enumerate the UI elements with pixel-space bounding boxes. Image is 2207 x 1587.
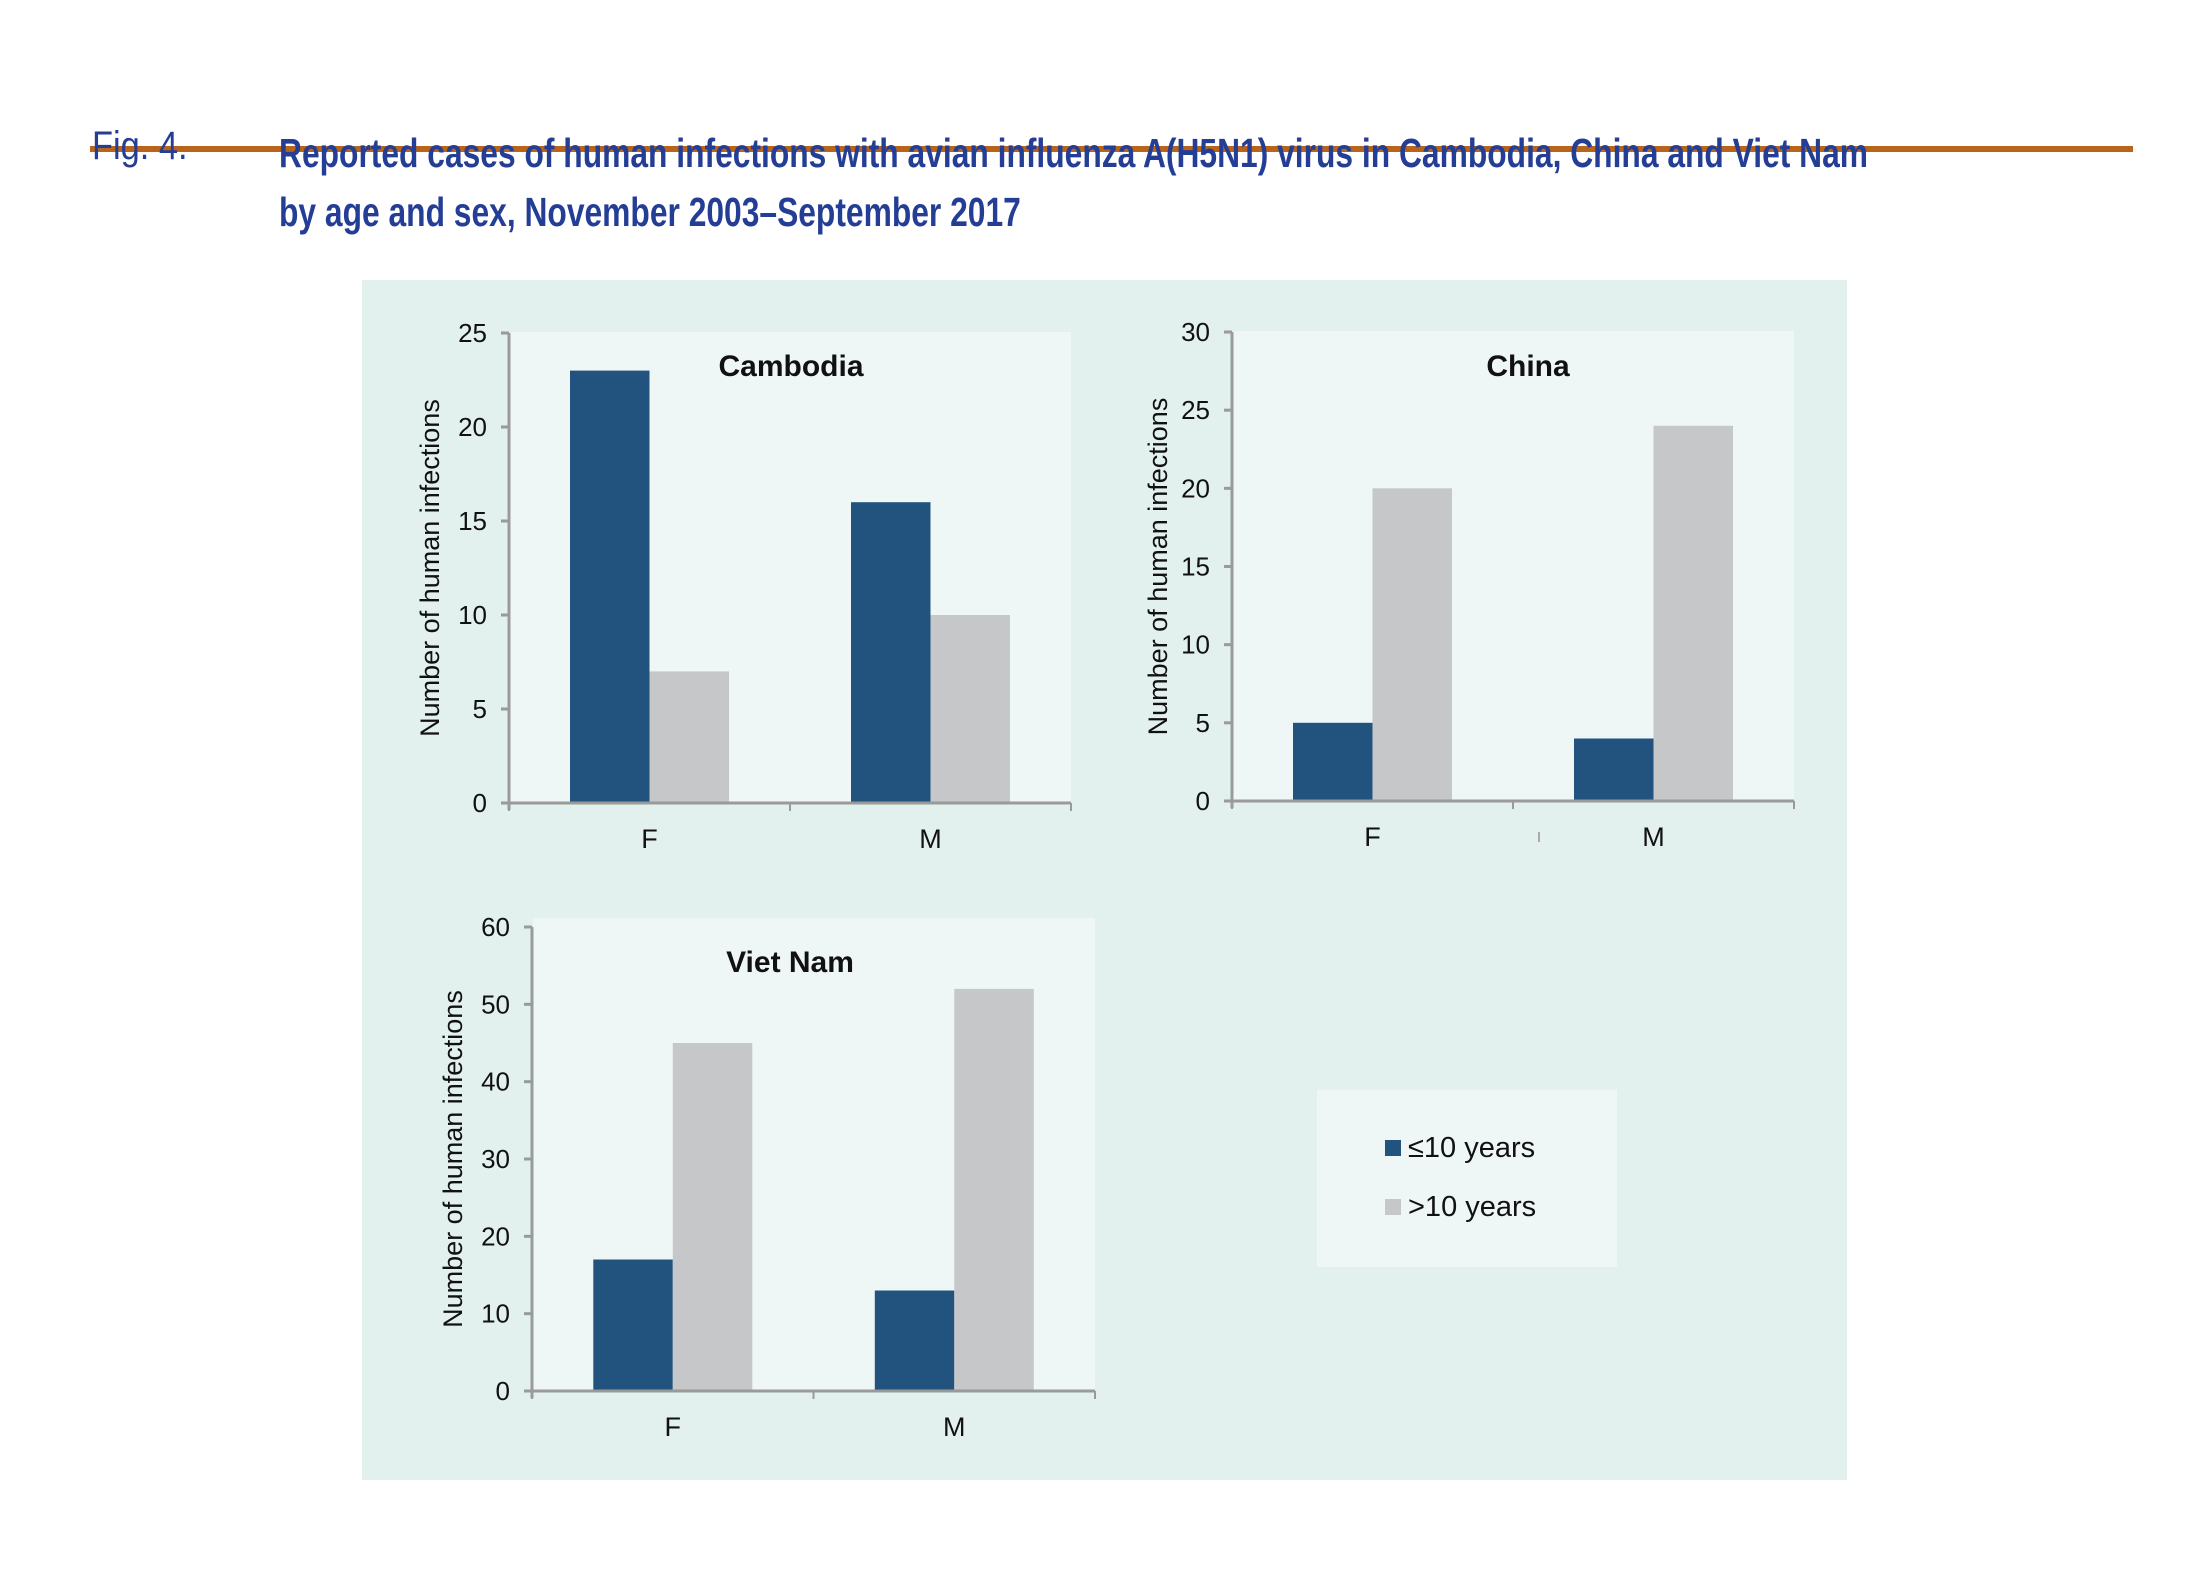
y-tick-label: 10 xyxy=(458,600,487,630)
y-tick-label: 0 xyxy=(496,1376,510,1406)
y-tick-label: 25 xyxy=(1181,395,1210,425)
figure-title-line-1: Reported cases of human infections with … xyxy=(279,130,1869,176)
y-tick-label: 30 xyxy=(1181,317,1210,347)
x-tick-label-m: M xyxy=(1642,822,1665,852)
figure-title: Reported cases of human infections with … xyxy=(279,124,1868,242)
y-tick-label: 50 xyxy=(481,989,510,1019)
y-axis-label: Number of human infections xyxy=(415,399,445,737)
y-axis-label: Number of human infections xyxy=(1143,398,1173,736)
chart-cambodia: 0 5 10 15 20 25 F M Cambodia Number of human infe… xyxy=(415,318,1072,854)
y-tick-label: 15 xyxy=(1181,552,1210,582)
chart-china: 0 5 10 15 20 25 30 F M China Number of human infec… xyxy=(1143,317,1795,852)
y-tick-label: 10 xyxy=(1181,630,1210,660)
bar-f-gt10 xyxy=(649,671,729,803)
y-axis-label: Number of human infections xyxy=(438,990,468,1328)
y-tick-label: 5 xyxy=(473,694,487,724)
figure-number: Fig. 4. xyxy=(92,124,188,168)
figure-title-line-2: by age and sex, November 2003–September … xyxy=(279,189,1021,235)
y-tick-label: 15 xyxy=(458,506,487,536)
y-tick-label: 20 xyxy=(481,1221,510,1251)
y-tick-label: 0 xyxy=(473,788,487,818)
chart-title: Cambodia xyxy=(718,350,863,383)
x-tick-label-m: M xyxy=(943,1412,966,1442)
chart-title: China xyxy=(1486,350,1570,383)
bar-f-le10 xyxy=(570,370,650,803)
x-tick-label-f: F xyxy=(641,824,658,854)
y-tick-label: 5 xyxy=(1196,708,1210,738)
y-tick-label: 60 xyxy=(481,912,510,942)
chart-title: Viet Nam xyxy=(726,946,854,979)
chart-viet-nam: 0 10 20 30 40 50 60 F M Viet Nam Number of human i… xyxy=(438,912,1096,1442)
x-tick-label-m: M xyxy=(919,824,942,854)
legend-swatch-le10 xyxy=(1385,1140,1401,1156)
bar-m-le10 xyxy=(851,502,931,803)
legend-swatch-gt10 xyxy=(1385,1199,1401,1215)
bar-m-gt10 xyxy=(930,615,1010,803)
charts-group: 0 5 10 15 20 25 F M Cambodia Number of human infe… xyxy=(415,317,1795,1442)
legend-box xyxy=(1317,1090,1617,1267)
y-tick-label: 20 xyxy=(1181,473,1210,503)
bar-f-le10 xyxy=(593,1259,673,1391)
x-tick-label-f: F xyxy=(665,1412,682,1442)
y-tick-label: 20 xyxy=(458,412,487,442)
y-tick-label: 10 xyxy=(481,1299,510,1329)
legend-label-gt10: >10 years xyxy=(1408,1191,1536,1223)
bar-m-le10 xyxy=(874,1290,955,1391)
y-tick-label: 30 xyxy=(481,1144,510,1174)
bar-m-le10 xyxy=(1574,738,1654,801)
legend-label-le10: ≤10 years xyxy=(1408,1132,1535,1164)
header-rule xyxy=(90,146,2133,152)
y-tick-label: 25 xyxy=(458,318,487,348)
bar-m-gt10 xyxy=(954,988,1034,1391)
bar-f-gt10 xyxy=(1372,488,1452,801)
bar-m-gt10 xyxy=(1653,425,1733,801)
legend: ≤10 years >10 years xyxy=(1317,1090,1617,1267)
y-tick-label: 40 xyxy=(481,1067,510,1097)
bar-f-le10 xyxy=(1293,722,1373,801)
x-tick-label-f: F xyxy=(1364,822,1381,852)
bar-f-gt10 xyxy=(672,1043,753,1391)
y-tick-label: 0 xyxy=(1196,786,1210,816)
